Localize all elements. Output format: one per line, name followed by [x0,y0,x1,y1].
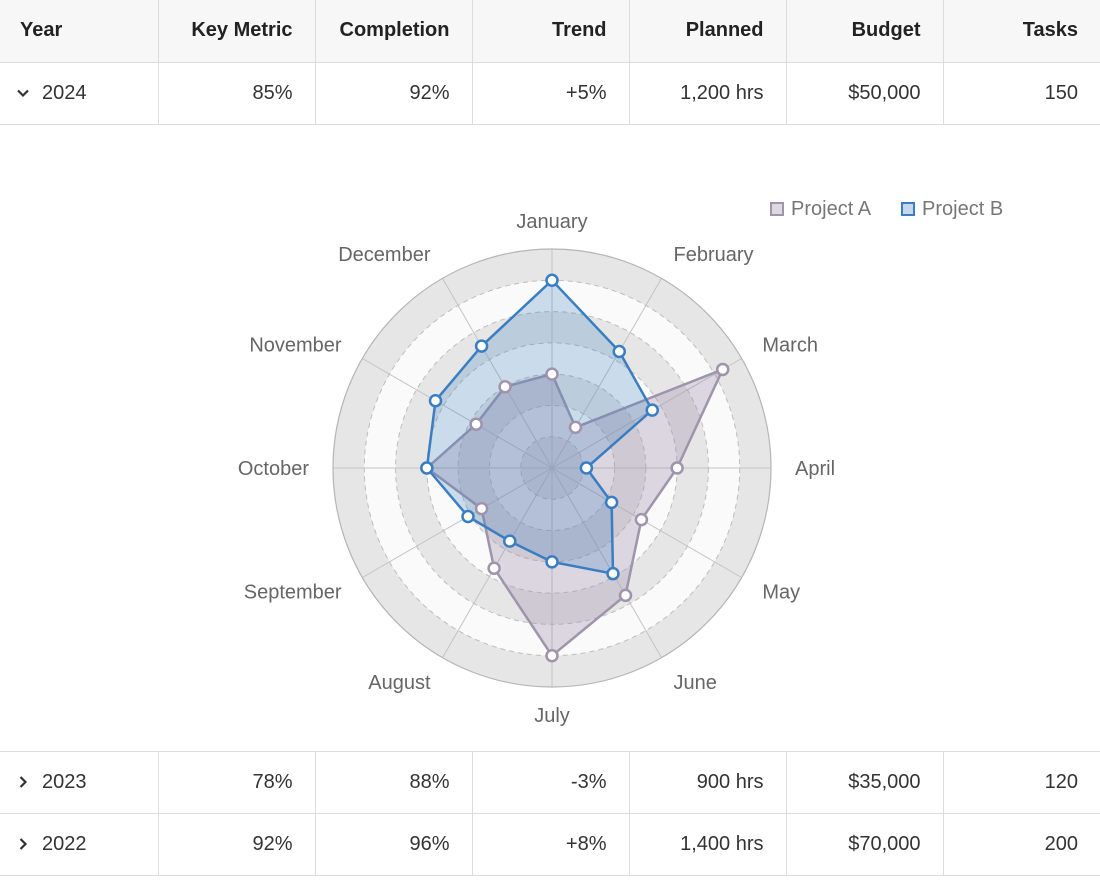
detail-cell: January February March April May June July Augu… [0,124,1100,752]
key-metric-cell: 78% [158,751,316,814]
table-row[interactable]: 2022 92% 96% +8% 1,400 hrs $70,000 200 [0,813,1100,876]
tasks-cell: 150 [943,62,1100,125]
legend-swatch-project-a [770,202,784,216]
column-header-key-metric[interactable]: Key Metric [158,0,316,63]
table-row[interactable]: 2023 78% 88% -3% 900 hrs $35,000 120 [0,751,1100,814]
planned-cell: 1,200 hrs [629,62,787,125]
radar-chart: January February March April May June July Augu… [0,125,1100,751]
grid-spoke [362,467,553,578]
year-label: 2023 [42,770,87,793]
axis-label-may: May [762,581,800,603]
planned-cell: 1,400 hrs [629,813,787,876]
data-point-project-a-june [618,588,633,602]
axis-label-september: September [244,581,342,603]
axis-label-october: October [238,458,309,480]
axis-label-june: June [674,671,717,693]
planned-cell: 900 hrs [629,751,787,814]
grid-outer-ring [332,247,772,688]
chevron-right-icon[interactable] [16,775,30,789]
budget-cell: $35,000 [786,751,944,814]
table-row[interactable]: 2024 85% 92% +5% 1,200 hrs $50,000 150 [0,62,1100,125]
axis-label-july: July [534,705,570,727]
data-point-project-b-june [606,566,620,580]
data-point-project-a-january [545,366,559,381]
data-point-project-a-december [498,379,512,393]
data-point-project-a-september [474,501,489,515]
axis-label-january: January [516,211,587,233]
legend-item-project-b[interactable]: Project B [901,198,1003,221]
column-header-planned[interactable]: Planned [629,0,787,63]
year-label: 2024 [42,81,87,104]
data-point-project-b-january [545,273,559,287]
data-point-project-a-april [670,460,684,475]
data-point-project-a-july [545,648,559,662]
data-point-project-b-october [420,460,434,475]
grid-ring [395,310,709,625]
legend-item-project-a[interactable]: Project A [770,198,871,221]
column-header-tasks[interactable]: Tasks [943,0,1100,63]
axis-label-april: April [795,458,835,480]
data-point-project-a-november [469,416,483,431]
data-point-project-b-april [579,460,594,475]
trend-cell: +8% [472,813,630,876]
data-point-project-a-march [715,362,730,376]
trend-cell: +5% [472,62,630,125]
radar-chart-svg: January February March April May June July Augu… [238,211,835,727]
axis-label-december: December [338,244,431,266]
grid-spoke [551,467,662,658]
data-point-project-b-december [474,338,489,353]
year-cell[interactable]: 2022 [0,813,159,876]
trend-cell: -3% [472,751,630,814]
detail-row: January February March April May June July Augu… [0,124,1100,752]
year-cell[interactable]: 2023 [0,751,159,814]
completion-cell: 92% [315,62,473,125]
year-label: 2022 [42,832,87,855]
axis-label-march: March [762,334,818,356]
legend-label-project-a: Project A [791,197,872,220]
chevron-right-icon[interactable] [16,837,30,851]
year-cell[interactable]: 2024 [0,62,159,125]
completion-cell: 96% [315,813,473,876]
data-point-project-b-july [545,554,559,569]
column-header-trend[interactable]: Trend [472,0,630,63]
grid-ring [488,404,616,531]
column-header-year[interactable]: Year [0,0,159,63]
data-point-project-a-august [487,560,501,575]
axis-label-august: August [368,671,431,693]
key-metric-cell: 92% [158,813,316,876]
data-point-project-a-february [568,420,583,434]
data-point-project-b-august [503,533,517,548]
legend-swatch-project-b [901,202,916,216]
grid-spoke [442,277,553,468]
header-row: Year Key Metric Completion Trend Planned… [0,0,1100,63]
budget-cell: $70,000 [786,813,944,876]
data-point-project-b-november [428,393,443,407]
chart-legend: Project A Project B [770,198,1003,221]
column-header-budget[interactable]: Budget [786,0,944,63]
data-point-project-a-may [634,512,649,526]
key-metric-cell: 85% [158,62,316,125]
column-header-completion[interactable]: Completion [315,0,473,63]
chevron-down-icon[interactable] [16,86,30,100]
data-point-project-b-march [645,402,659,417]
budget-cell: $50,000 [786,62,944,125]
tasks-cell: 200 [943,813,1100,876]
legend-label-project-b: Project B [922,197,1004,220]
tasks-cell: 120 [943,751,1100,814]
axis-label-february: February [674,244,754,266]
data-point-project-b-february [612,344,627,358]
data-point-project-b-september [461,509,475,523]
data-point-project-b-may [604,495,619,509]
grid-spoke [551,277,662,468]
completion-cell: 88% [315,751,473,814]
axis-label-november: November [249,334,342,356]
grid-spoke [362,357,553,468]
